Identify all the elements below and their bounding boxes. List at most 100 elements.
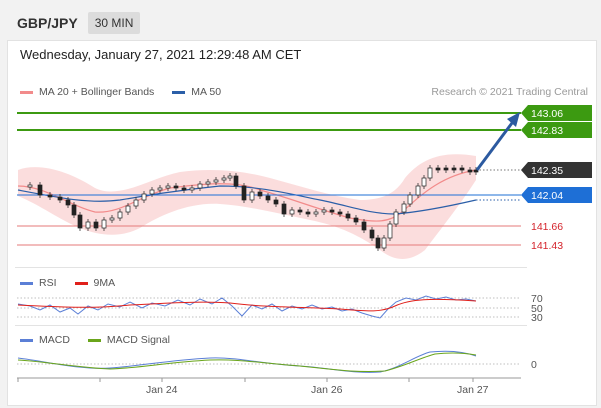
candle-body bbox=[393, 211, 399, 225]
candle-body bbox=[165, 185, 171, 189]
candle-body bbox=[227, 175, 233, 179]
candle-body bbox=[459, 167, 465, 171]
ma20-legend-label: MA 20 + Bollinger Bands bbox=[39, 86, 155, 98]
candle-body bbox=[427, 167, 433, 179]
candle-body bbox=[401, 203, 407, 213]
rsi-ma-legend-label: 9MA bbox=[93, 277, 116, 289]
price-tag-142-83-label: 142.83 bbox=[531, 125, 563, 137]
macd-line bbox=[17, 350, 477, 373]
candle-body bbox=[443, 167, 449, 171]
price-tag-142-35: 142.35 bbox=[521, 162, 592, 178]
research-credit: Research © 2021 Trading Central bbox=[431, 86, 588, 98]
candle-body bbox=[415, 185, 421, 196]
candle-body bbox=[435, 167, 441, 171]
candle-body bbox=[125, 205, 131, 213]
candle-body bbox=[213, 179, 219, 183]
candle-body bbox=[313, 211, 319, 215]
ma50-swatch bbox=[172, 90, 186, 94]
rsi-line bbox=[17, 295, 477, 319]
candle-body bbox=[117, 211, 123, 219]
macd-legend: MACD MACD Signal bbox=[20, 334, 170, 346]
price-tag-143-06: 143.06 bbox=[521, 105, 592, 121]
candle-body bbox=[421, 177, 427, 187]
price-legend: MA 20 + Bollinger Bands MA 50 bbox=[20, 86, 221, 98]
price-tag-142-83: 142.83 bbox=[521, 122, 592, 138]
rsi-level-70-label: 70 bbox=[531, 293, 543, 305]
candle-body bbox=[27, 184, 33, 188]
rsi-legend: RSI 9MA bbox=[20, 277, 115, 289]
ma50-line bbox=[17, 185, 477, 215]
ma50-legend-label: MA 50 bbox=[191, 86, 222, 98]
datetime-label: Wednesday, January 27, 2021 12:29:48 AM … bbox=[20, 47, 302, 62]
candle-body bbox=[197, 183, 203, 189]
candle-body bbox=[37, 184, 43, 196]
candle-body bbox=[205, 181, 211, 185]
candle-body bbox=[133, 199, 139, 207]
macd-signal-line bbox=[17, 352, 477, 373]
timeframe-badge[interactable]: 30 MIN bbox=[87, 12, 141, 34]
candle-body bbox=[273, 199, 279, 205]
candle-body bbox=[375, 237, 381, 249]
candle-body bbox=[101, 219, 107, 229]
candle-body bbox=[241, 185, 247, 201]
ma20-swatch bbox=[20, 90, 33, 94]
rsi-ma-line bbox=[17, 298, 477, 312]
candle-body bbox=[57, 196, 63, 201]
price-tag-142-04-label: 142.04 bbox=[531, 190, 563, 202]
candle-body bbox=[141, 193, 147, 201]
candle-body bbox=[233, 175, 239, 187]
bollinger-band bbox=[18, 154, 476, 259]
candle-body bbox=[65, 199, 71, 206]
candle-body bbox=[265, 195, 271, 201]
candle-body bbox=[181, 187, 187, 191]
price-tag-143-06-label: 143.06 bbox=[531, 108, 563, 120]
candle-body bbox=[387, 223, 393, 239]
candle-body bbox=[407, 194, 413, 205]
candle-body bbox=[77, 214, 83, 229]
candle-body bbox=[189, 187, 195, 191]
x-tick-jan-26: Jan 26 bbox=[311, 384, 343, 396]
candle-body bbox=[173, 185, 179, 189]
candle-body bbox=[157, 187, 163, 191]
macd-signal-swatch bbox=[87, 338, 101, 342]
candle-body bbox=[47, 194, 53, 198]
rsi-level-30-label: 30 bbox=[531, 312, 543, 324]
candle-body bbox=[221, 177, 227, 181]
rsi-level-50-label: 50 bbox=[531, 303, 543, 315]
chart-header: GBP/JPY 30 MIN bbox=[4, 8, 596, 38]
macd-swatch bbox=[20, 338, 33, 342]
symbol-label: GBP/JPY bbox=[17, 15, 78, 31]
candle-body bbox=[361, 221, 367, 231]
candle-body bbox=[353, 217, 359, 223]
candle-body bbox=[305, 211, 311, 215]
candle-body bbox=[149, 189, 155, 195]
price-tag-142-35-label: 142.35 bbox=[531, 165, 563, 177]
candle-body bbox=[329, 209, 335, 213]
candle-body bbox=[451, 167, 457, 171]
candle-body bbox=[467, 169, 473, 173]
candle-body bbox=[71, 204, 77, 216]
candle-body bbox=[337, 211, 343, 215]
candlesticks bbox=[27, 165, 479, 251]
rsi-macd-divider bbox=[15, 325, 527, 326]
x-tick-jan-27: Jan 27 bbox=[457, 384, 489, 396]
projection-arrow bbox=[475, 112, 520, 171]
price-rsi-divider bbox=[15, 267, 527, 268]
candle-body bbox=[369, 229, 375, 239]
candle-body bbox=[109, 217, 115, 221]
candle-body bbox=[281, 203, 287, 215]
candle-body bbox=[321, 209, 327, 213]
rsi-ma-swatch bbox=[74, 281, 88, 285]
macd-zero-label: 0 bbox=[531, 359, 537, 371]
rsi-legend-label: RSI bbox=[39, 277, 57, 289]
candle-body bbox=[257, 191, 263, 197]
rsi-swatch bbox=[20, 281, 33, 285]
candle-body bbox=[93, 221, 99, 229]
macd-signal-legend-label: MACD Signal bbox=[106, 334, 170, 346]
x-tick-jan-24: Jan 24 bbox=[146, 384, 178, 396]
price-label-141-43: 141.43 bbox=[531, 240, 563, 252]
price-label-141-66: 141.66 bbox=[531, 221, 563, 233]
candle-body bbox=[297, 209, 303, 213]
